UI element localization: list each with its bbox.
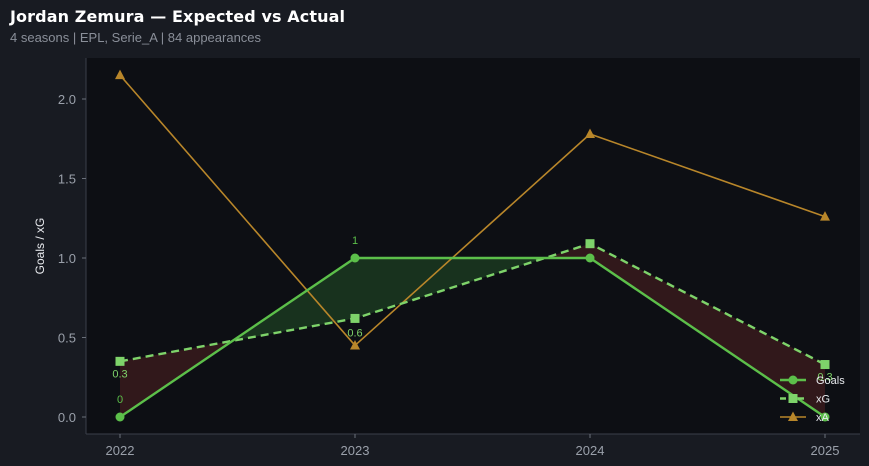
- x-tick-label: 2024: [576, 443, 605, 458]
- goals-line: [119, 256, 826, 418]
- xg-point: [820, 360, 830, 370]
- underperformance-fill: [590, 243, 825, 417]
- xa-line: [119, 74, 826, 347]
- xg-point: [350, 313, 360, 323]
- y-tick-label: 1.5: [58, 172, 76, 187]
- goals-point: [820, 412, 830, 422]
- legend-label: Goals: [816, 375, 845, 387]
- xg-data-label: 0.3: [817, 372, 832, 384]
- legend-label: xA: [816, 412, 830, 424]
- legend-marker: [788, 375, 798, 385]
- x-tick-label: 2023: [341, 443, 370, 458]
- xg-data-label: 0.6: [347, 327, 362, 339]
- y-axis-label: Goals / xG: [33, 218, 47, 275]
- xg-data-label: 0.3: [112, 368, 127, 380]
- y-tick-label: 2.0: [58, 92, 76, 107]
- y-tick-label: 1.0: [58, 251, 76, 266]
- chart-title: Jordan Zemura — Expected vs Actual: [10, 7, 346, 26]
- goals-point: [350, 253, 360, 263]
- plot-area: [86, 58, 860, 434]
- y-tick-label: 0.0: [58, 410, 76, 425]
- axes: 0.0 0.5 1.0 1.5 2.0 2022 2023 2024 2025: [58, 58, 860, 458]
- legend-marker: [788, 411, 798, 421]
- x-tick-label: 2022: [106, 443, 135, 458]
- goals-point: [115, 412, 125, 422]
- xa-point: [115, 69, 125, 80]
- series-group: [115, 69, 830, 422]
- xg-point: [585, 239, 595, 249]
- xa-point: [585, 128, 595, 138]
- goals-point: [585, 253, 595, 263]
- xg-point: [115, 356, 125, 366]
- legend-marker: [788, 394, 798, 403]
- data-labels: 0 1 0.3 0.6 0.3: [112, 235, 832, 406]
- y-tick-label: 0.5: [58, 331, 76, 346]
- legend-label: xG: [816, 394, 830, 406]
- chart-subtitle: 4 seasons | EPL, Serie_A | 84 appearance…: [10, 30, 262, 45]
- legend: Goals xG xA: [780, 375, 845, 424]
- xg-line: [119, 242, 826, 366]
- xa-point: [350, 339, 360, 350]
- goals-data-label: 0: [117, 394, 123, 406]
- goals-data-label: 1: [352, 235, 358, 247]
- xa-point: [820, 211, 830, 221]
- x-tick-label: 2025: [811, 443, 840, 458]
